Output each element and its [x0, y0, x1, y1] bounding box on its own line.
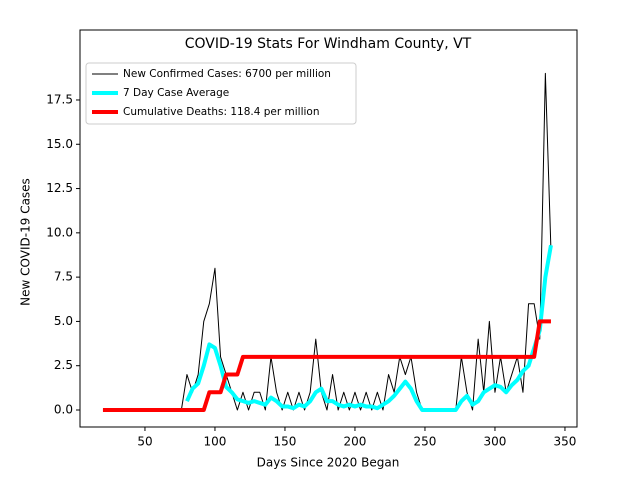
- x-tick-label: 100: [204, 435, 227, 449]
- y-tick-label: 17.5: [46, 92, 73, 106]
- x-tick-label: 150: [274, 435, 297, 449]
- x-tick-label: 200: [344, 435, 367, 449]
- x-tick-label: 300: [484, 435, 507, 449]
- y-tick-label: 0.0: [54, 402, 73, 416]
- legend-box: [85, 62, 357, 125]
- y-tick-label: 2.5: [54, 358, 73, 372]
- y-tick-label: 10.0: [46, 225, 73, 239]
- y-axis-label: New COVID-19 Cases: [19, 178, 33, 306]
- legend-label: Cumulative Deaths: 118.4 per million: [123, 106, 320, 118]
- y-tick-label: 7.5: [54, 270, 73, 284]
- legend-label: 7 Day Case Average: [123, 87, 229, 99]
- plot-frame: [79, 29, 578, 428]
- y-tick-label: 5.0: [54, 314, 73, 328]
- x-tick-label: 250: [414, 435, 437, 449]
- series-line: [185, 244, 553, 412]
- y-tick-label: 12.5: [46, 181, 73, 195]
- x-tick-label: 50: [137, 435, 152, 449]
- legend-label: New Confirmed Cases: 6700 per million: [123, 68, 331, 80]
- chart-title: COVID-19 Stats For Windham County, VT: [185, 36, 472, 52]
- series-line: [102, 319, 551, 412]
- x-tick-label: 350: [554, 435, 577, 449]
- y-tick-label: 15.0: [46, 137, 73, 151]
- x-axis-label: Days Since 2020 Began: [257, 456, 400, 470]
